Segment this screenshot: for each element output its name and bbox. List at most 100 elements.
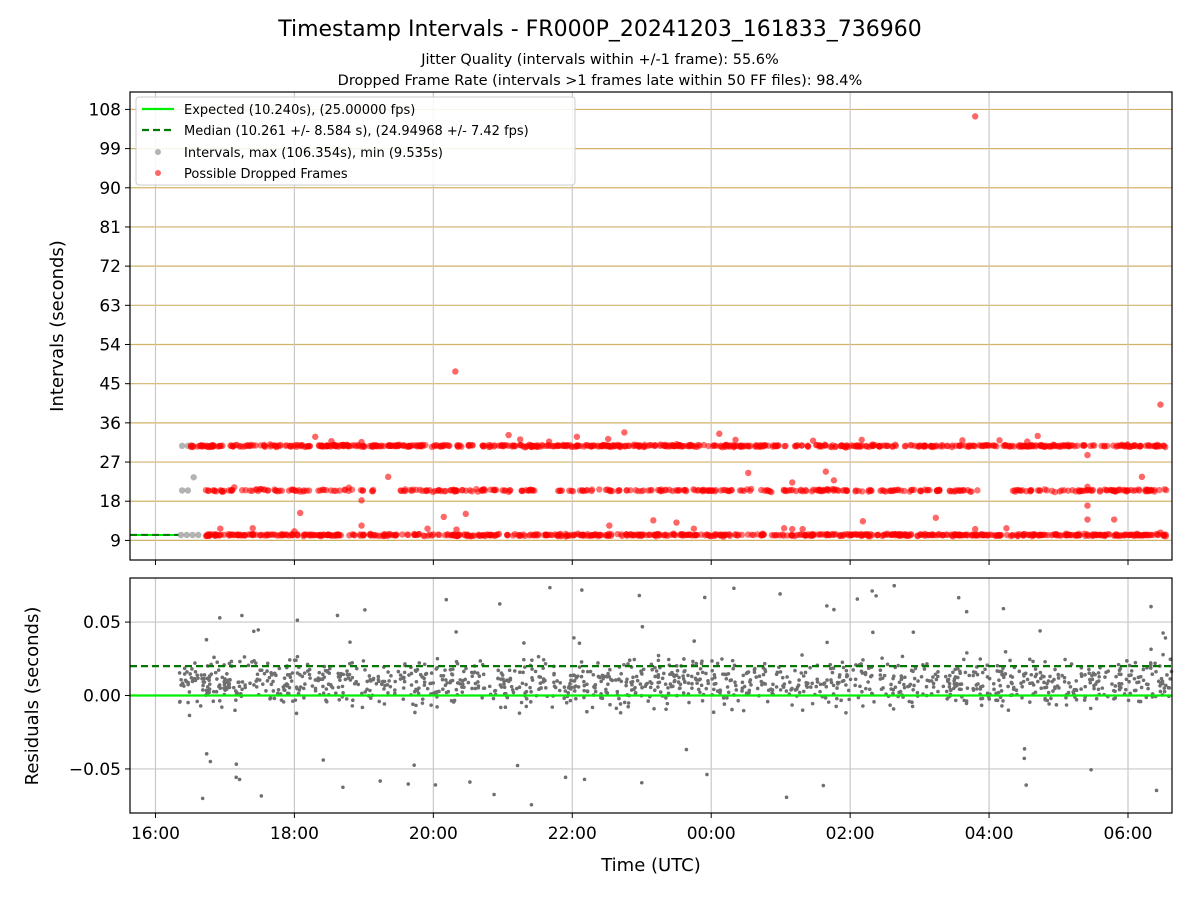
residual-point: [980, 670, 985, 675]
residual-point: [1149, 604, 1153, 609]
residual-point: [619, 671, 624, 676]
dropped-frame-point: [964, 443, 972, 450]
residual-point: [1166, 685, 1171, 690]
residual-point: [365, 679, 370, 684]
residual-point: [963, 670, 968, 675]
residual-point: [574, 696, 578, 701]
dropped-frame-point: [307, 531, 315, 538]
residual-point: [956, 666, 960, 671]
residual-point: [910, 704, 915, 709]
dropped-frame-point: [421, 532, 428, 540]
residual-point: [853, 683, 857, 688]
residual-point: [699, 661, 704, 666]
residual-point: [1043, 659, 1047, 664]
residual-point: [1049, 696, 1053, 701]
residual-point: [964, 701, 969, 706]
residual-point: [385, 682, 390, 687]
residual-point: [878, 668, 883, 673]
residual-point: [821, 783, 826, 788]
residual-point: [1001, 666, 1005, 671]
residual-point: [243, 685, 248, 690]
dropped-frame-point: [286, 442, 294, 450]
dropped-frame-point: [392, 532, 400, 539]
residual-point: [350, 704, 355, 708]
residual-point: [413, 710, 417, 715]
dropped-frame-point: [949, 488, 956, 495]
residual-point: [287, 658, 292, 662]
residual-point: [530, 658, 534, 662]
residual-point: [614, 706, 619, 711]
residual-point: [912, 676, 917, 681]
dropped-frame-point: [830, 487, 838, 494]
residual-point: [690, 681, 694, 686]
dropped-frame-point: [673, 519, 680, 526]
dropped-frame-point: [1120, 532, 1127, 539]
residual-point: [899, 674, 904, 678]
residual-point: [529, 802, 534, 807]
residual-point: [476, 680, 480, 684]
residual-point: [891, 687, 896, 692]
residual-point: [568, 681, 572, 686]
residual-point: [1139, 685, 1144, 690]
residual-point: [1038, 629, 1042, 633]
intervals-data: [130, 113, 1170, 540]
residual-point: [846, 688, 851, 693]
residual-point: [692, 639, 697, 643]
residual-point: [271, 689, 276, 693]
dropped-frame-point: [859, 442, 866, 449]
dropped-frame-point: [955, 532, 962, 539]
residual-point: [590, 705, 595, 710]
residual-point: [678, 686, 682, 690]
residual-point: [835, 696, 839, 701]
residual-point: [566, 691, 571, 695]
residual-point: [824, 684, 829, 689]
residual-point: [320, 677, 325, 681]
residual-point: [1146, 682, 1150, 687]
residual-point: [1090, 677, 1095, 682]
residual-point: [282, 676, 287, 680]
residual-point: [316, 676, 321, 680]
residual-point: [695, 681, 699, 686]
dropped-frame-point: [641, 441, 648, 449]
residual-point: [1093, 682, 1098, 687]
residual-point: [1062, 675, 1067, 680]
residual-point: [978, 657, 983, 661]
dropped-frame-point: [882, 442, 890, 449]
dropped-frame-point: [1129, 442, 1137, 450]
residual-point: [233, 708, 237, 713]
residual-point: [324, 700, 329, 704]
dropped-frame-point: [582, 442, 589, 449]
residual-point: [633, 691, 638, 696]
residual-point: [1132, 676, 1137, 681]
dropped-frame-point: [678, 531, 686, 538]
intervals-y-tick-label: 99: [99, 140, 121, 160]
residual-point: [1088, 680, 1093, 685]
dropped-frame-point: [681, 487, 688, 494]
residual-point: [845, 673, 849, 677]
dropped-frame-point: [557, 487, 564, 495]
dropped-frame-point: [250, 531, 257, 538]
dropped-frame-point: [789, 525, 796, 533]
residual-point: [409, 683, 414, 687]
dropped-frame-point: [500, 443, 507, 450]
residual-point: [572, 673, 577, 678]
residual-point: [1133, 660, 1138, 665]
dropped-frame-point: [866, 533, 874, 540]
residual-point: [741, 673, 746, 678]
residual-point: [958, 682, 962, 687]
residuals-y-tick-label: −0.05: [69, 760, 121, 780]
residual-point: [1119, 685, 1123, 690]
dropped-frame-point: [480, 443, 487, 450]
residual-point: [537, 674, 541, 679]
residual-point: [1083, 684, 1088, 689]
residual-point: [321, 684, 325, 689]
residual-point: [256, 628, 261, 632]
residual-point: [267, 675, 272, 680]
intervals-y-tick-label: 54: [99, 336, 121, 356]
residual-point: [1060, 673, 1064, 678]
dropped-frame-point: [853, 441, 861, 449]
residual-point: [897, 680, 902, 685]
residual-point: [656, 685, 660, 689]
dropped-frame-point: [768, 531, 776, 539]
residual-point: [240, 680, 245, 684]
